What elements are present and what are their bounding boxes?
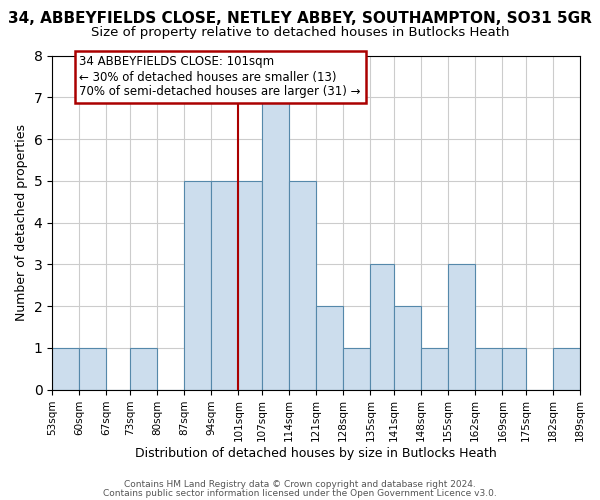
X-axis label: Distribution of detached houses by size in Butlocks Heath: Distribution of detached houses by size …: [135, 447, 497, 460]
Y-axis label: Number of detached properties: Number of detached properties: [15, 124, 28, 321]
Text: Contains HM Land Registry data © Crown copyright and database right 2024.: Contains HM Land Registry data © Crown c…: [124, 480, 476, 489]
Bar: [448, 264, 475, 390]
Text: Size of property relative to detached houses in Butlocks Heath: Size of property relative to detached ho…: [91, 26, 509, 39]
Bar: [184, 181, 211, 390]
Bar: [421, 348, 448, 390]
Text: 34 ABBEYFIELDS CLOSE: 101sqm
← 30% of detached houses are smaller (13)
70% of se: 34 ABBEYFIELDS CLOSE: 101sqm ← 30% of de…: [79, 56, 361, 98]
Bar: [475, 348, 502, 390]
Bar: [553, 348, 580, 390]
Bar: [370, 264, 394, 390]
Bar: [211, 181, 238, 390]
Bar: [52, 348, 79, 390]
Bar: [238, 181, 262, 390]
Bar: [502, 348, 526, 390]
Bar: [343, 348, 370, 390]
Bar: [130, 348, 157, 390]
Bar: [262, 98, 289, 390]
Bar: [79, 348, 106, 390]
Bar: [289, 181, 316, 390]
Bar: [394, 306, 421, 390]
Text: Contains public sector information licensed under the Open Government Licence v3: Contains public sector information licen…: [103, 488, 497, 498]
Text: 34, ABBEYFIELDS CLOSE, NETLEY ABBEY, SOUTHAMPTON, SO31 5GR: 34, ABBEYFIELDS CLOSE, NETLEY ABBEY, SOU…: [8, 11, 592, 26]
Bar: [316, 306, 343, 390]
